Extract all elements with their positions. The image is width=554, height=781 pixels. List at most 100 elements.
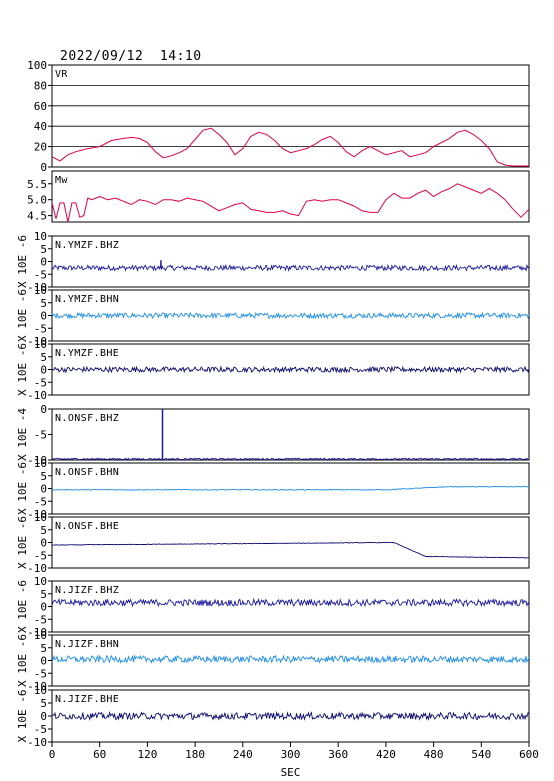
panel-frame [51, 289, 530, 342]
y-tick-label: -5 [34, 376, 47, 389]
y-tick-label: 100 [27, 59, 47, 72]
y-tick-label: 0 [40, 483, 47, 496]
y-tick-label: 10 [34, 629, 47, 642]
y-tick-label: -5 [34, 723, 47, 736]
y-tick-label: -5 [34, 549, 47, 562]
series-line [51, 127, 529, 167]
y-tick-label: 5 [40, 243, 47, 256]
y-tick-label: -5 [34, 613, 47, 626]
y-tick-label: 5 [40, 697, 47, 710]
x-tick-label: 60 [93, 748, 106, 761]
x-axis-label: SEC [281, 766, 301, 779]
series-line [51, 541, 530, 559]
panel-label: N.JIZF.BHN [55, 639, 119, 650]
x-tick-label: 600 [519, 748, 539, 761]
x-tick-label: 0 [49, 748, 56, 761]
y-tick-label: -5 [34, 322, 47, 335]
y-tick-label: -5 [34, 429, 47, 442]
y-tick-label: -10 [27, 389, 47, 402]
panel-frame [51, 634, 530, 687]
panel-label: N.YMZF.BHZ [55, 240, 119, 251]
y-tick-label: 0 [40, 710, 47, 723]
y-tick-label: 10 [34, 684, 47, 697]
y-tick-label: 5 [40, 642, 47, 655]
y-tick-label: 0 [40, 310, 47, 323]
y-tick-label: 40 [34, 120, 47, 133]
y-axis-label: X 10E -6 [16, 516, 29, 569]
y-tick-label: 5.0 [27, 194, 47, 207]
panel-label: N.ONSF.BHZ [55, 413, 119, 424]
y-tick-label: 4.5 [27, 210, 47, 223]
y-tick-label: 0 [40, 403, 47, 416]
panel-frame [51, 235, 530, 288]
y-tick-label: 60 [34, 100, 47, 113]
panel-frame [51, 462, 530, 515]
panel-label: N.YMZF.BHN [55, 294, 119, 305]
y-tick-label: 0 [40, 601, 47, 614]
y-tick-label: -10 [27, 680, 47, 693]
y-tick-label: 10 [34, 575, 47, 588]
y-tick-label: -5 [34, 495, 47, 508]
x-tick-label: 240 [233, 748, 253, 761]
y-tick-label: 10 [34, 284, 47, 297]
y-axis-label: X 10E -4 [16, 408, 29, 461]
x-tick-label: 300 [281, 748, 301, 761]
panel-label: N.ONSF.BHE [55, 521, 119, 532]
y-tick-label: -10 [27, 562, 47, 575]
y-tick-label: 0 [40, 256, 47, 269]
series-line [51, 597, 530, 608]
series-line [51, 263, 530, 272]
y-tick-label: 5 [40, 351, 47, 364]
y-tick-label: -10 [27, 335, 47, 348]
y-tick-label: 5 [40, 297, 47, 310]
x-tick-label: 420 [376, 748, 396, 761]
y-tick-label: 10 [34, 511, 47, 524]
panel-label: N.JIZF.BHE [55, 694, 119, 705]
y-tick-label: -10 [27, 508, 47, 521]
y-axis-label: X 10E -6 [16, 580, 29, 633]
y-axis-label: X 10E -6 [16, 634, 29, 687]
y-tick-label: -5 [34, 667, 47, 680]
y-tick-label: 5 [40, 588, 47, 601]
panel-frame [51, 516, 530, 569]
series-line [51, 654, 530, 664]
y-tick-label: -10 [27, 626, 47, 639]
y-tick-label: 5.5 [27, 178, 47, 191]
y-tick-label: -10 [27, 454, 47, 467]
series-line [51, 183, 530, 223]
panel-frame [51, 64, 530, 168]
panel-frame [51, 580, 530, 633]
y-tick-label: 5 [40, 470, 47, 483]
y-tick-label: -10 [27, 736, 47, 749]
y-axis-label: X 10E -6 [16, 690, 29, 743]
y-tick-label: -10 [27, 281, 47, 294]
y-axis-label: X 10E -6 [16, 235, 29, 288]
y-tick-label: 80 [34, 79, 47, 92]
panel-label: N.JIZF.BHZ [55, 585, 119, 596]
y-tick-label: 0 [40, 364, 47, 377]
y-axis-label: X 10E -6 [16, 462, 29, 515]
series-line [51, 710, 530, 721]
series-line [52, 457, 530, 461]
x-tick-label: 480 [424, 748, 444, 761]
x-tick-label: 360 [328, 748, 348, 761]
series-line [51, 485, 529, 491]
timestamp-label: 2022/09/12 14:10 [60, 49, 202, 64]
y-tick-label: 10 [34, 457, 47, 470]
y-tick-label: -5 [34, 268, 47, 281]
x-tick-label: 120 [137, 748, 157, 761]
x-tick-label: 540 [471, 748, 491, 761]
panel-label: VR [55, 69, 68, 80]
y-tick-label: 0 [40, 537, 47, 550]
panel-frame [51, 170, 530, 223]
y-tick-label: 5 [40, 524, 47, 537]
y-tick-label: 10 [34, 230, 47, 243]
y-axis-label: X 10E -6 [16, 289, 29, 342]
y-tick-label: 10 [34, 338, 47, 351]
y-axis-label: X 10E -6 [16, 343, 29, 396]
panel-label: N.YMZF.BHE [55, 348, 119, 359]
series-line [51, 311, 530, 320]
panel-label: Mw [55, 175, 68, 186]
series-line [51, 365, 530, 374]
